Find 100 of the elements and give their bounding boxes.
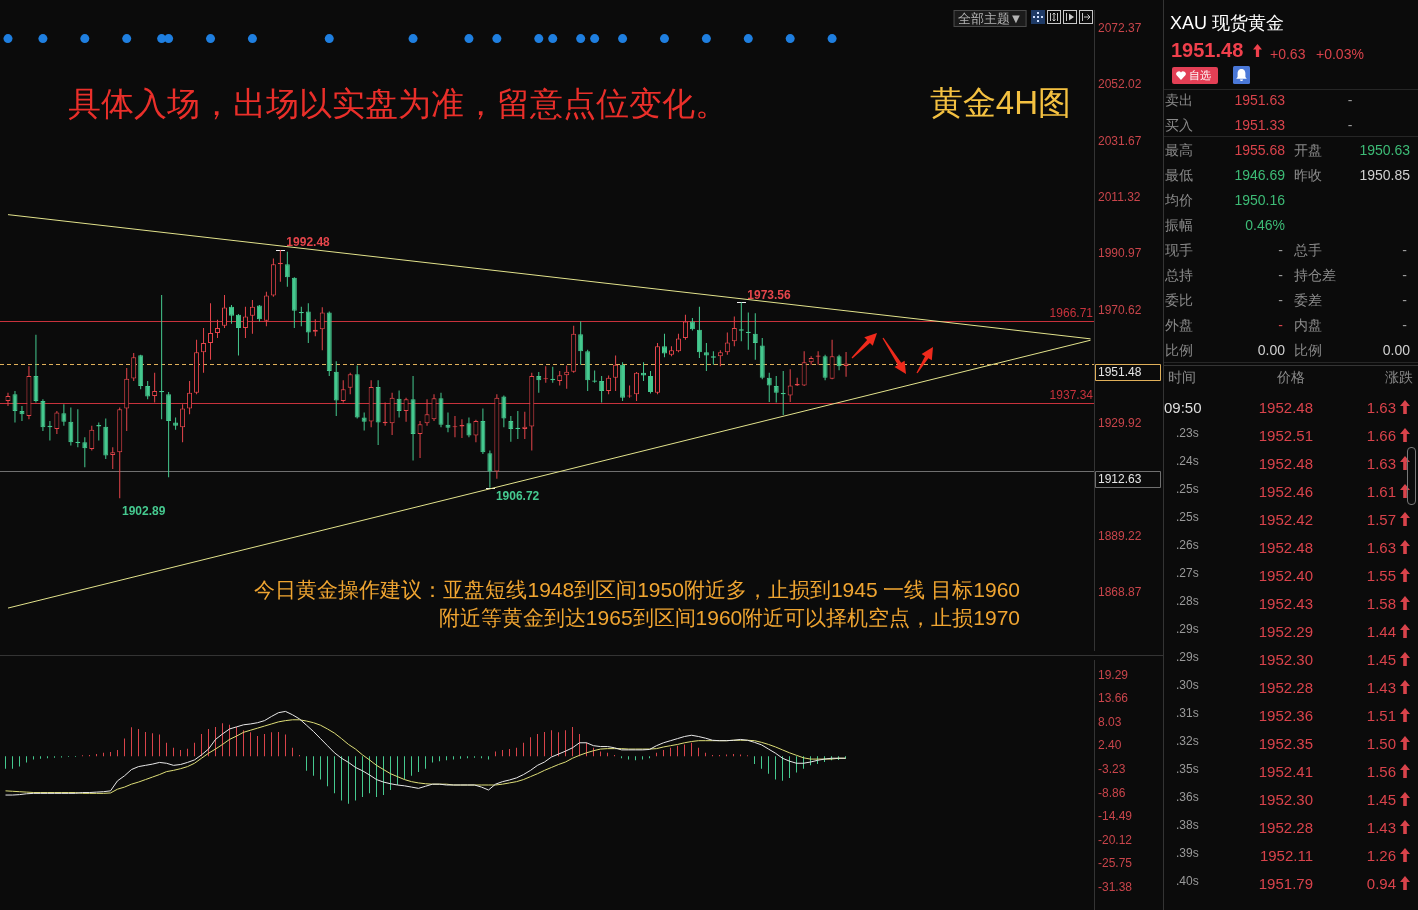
text: - — [1347, 91, 1353, 109]
text: 持仓差 — [1294, 266, 1336, 284]
y-tick-label: 19.29 — [1098, 667, 1129, 682]
data-label: 1952.41 — [1258, 761, 1313, 781]
category-label: .30s — [1176, 677, 1199, 693]
annotation: 1992.48 — [286, 235, 331, 250]
text: - — [1402, 291, 1407, 309]
y-tick-label: 1868.87 — [1098, 584, 1142, 599]
data-label: 1952.28 — [1258, 817, 1313, 837]
text: 比例 — [1294, 341, 1322, 359]
data-label: 1952.11 — [1259, 845, 1313, 865]
text: - — [1347, 116, 1353, 134]
annotation: 1973.56 — [747, 287, 792, 302]
text: 总手 — [1294, 241, 1322, 259]
text: 委比 — [1165, 291, 1193, 309]
text: 现手 — [1165, 241, 1193, 259]
text: 1950.16 — [1234, 191, 1285, 209]
category-label: 09:50 — [1164, 397, 1202, 417]
y-tick-label: 8.03 — [1098, 714, 1122, 729]
text: 1951.33 — [1234, 116, 1285, 134]
data-label: 1.50 — [1366, 733, 1396, 753]
annotation: 1906.72 — [495, 489, 540, 503]
text: 均价 — [1165, 191, 1193, 209]
category-label: .36s — [1176, 789, 1199, 805]
y-tick-label: -20.12 — [1098, 832, 1133, 847]
text: 委差 — [1294, 291, 1322, 309]
text: 最低 — [1165, 166, 1193, 184]
data-label: 1.63 — [1366, 453, 1396, 473]
data-label: 1.56 — [1366, 761, 1396, 781]
data-label: 1.43 — [1366, 677, 1396, 697]
text: 比例 — [1165, 341, 1193, 359]
category-label: .31s — [1176, 705, 1199, 721]
data-label: 1.58 — [1366, 593, 1396, 613]
text: 时间 — [1168, 368, 1196, 386]
text: - — [1278, 291, 1283, 309]
category-label: .32s — [1176, 733, 1199, 749]
data-label: 1.57 — [1366, 509, 1396, 529]
data-label: 1.26 — [1366, 845, 1396, 865]
category-label: .28s — [1176, 593, 1199, 609]
text: 1955.68 — [1234, 141, 1285, 159]
y-tick-label: 1990.97 — [1098, 246, 1142, 261]
text: 卖出 — [1165, 91, 1193, 109]
ref-line-label: 1951.48 — [1098, 365, 1142, 380]
data-label: 1952.48 — [1258, 537, 1313, 557]
y-tick-label: -14.49 — [1098, 809, 1133, 824]
data-label: 1952.48 — [1258, 453, 1313, 473]
y-tick-label: 1889.22 — [1098, 528, 1142, 543]
data-label: 1952.48 — [1258, 397, 1313, 417]
data-label: 1951.79 — [1258, 873, 1313, 893]
data-label: 1952.36 — [1258, 705, 1313, 725]
text: 振幅 — [1165, 216, 1193, 234]
text: - — [1402, 316, 1407, 334]
category-label: .23s — [1176, 425, 1199, 441]
text: 内盘 — [1294, 316, 1322, 334]
text: 1951.48 — [1171, 37, 1244, 63]
text: 1950.63 — [1359, 141, 1410, 159]
data-label: 1.45 — [1366, 789, 1396, 809]
text: 昨收 — [1294, 166, 1322, 184]
text: XAU 现货黄金 — [1170, 11, 1285, 35]
category-label: .27s — [1176, 565, 1199, 581]
ref-line-label: 1966.71 — [1049, 306, 1094, 321]
data-label: 1.61 — [1366, 481, 1396, 501]
data-label: 1.43 — [1366, 817, 1396, 837]
text: 开盘 — [1294, 141, 1322, 159]
annotation: 具体入场，出场以实盘为准，留意点位变化。 — [68, 83, 728, 124]
category-label: .40s — [1176, 873, 1199, 889]
annotation: 今日黄金操作建议：亚盘短线1948到区间1950附近多，止损到1945 一线 目标1960 附近等黄金到达1965到区间1960附近可以择机空点，止损1970 — [254, 577, 1020, 631]
data-label: 1.63 — [1366, 537, 1396, 557]
ref-line-label: 1937.34 — [1049, 388, 1094, 403]
y-tick-label: 2031.67 — [1098, 133, 1142, 148]
data-label: 1.45 — [1366, 649, 1396, 669]
text: 0.00 — [1382, 341, 1410, 359]
text: +0.03% — [1316, 45, 1364, 63]
y-tick-label: 2011.32 — [1098, 189, 1141, 204]
data-label: 1.66 — [1366, 425, 1396, 445]
data-label: 1952.35 — [1258, 733, 1313, 753]
text: 总持 — [1165, 266, 1193, 284]
category-label: .24s — [1176, 453, 1199, 469]
annotation: 全部主题▼ — [953, 9, 1027, 27]
text: +0.63 — [1270, 45, 1306, 63]
data-label: 1.44 — [1366, 621, 1396, 641]
y-tick-label: 1929.92 — [1098, 415, 1142, 430]
text: - — [1402, 241, 1407, 259]
data-label: 1.51 — [1366, 705, 1396, 725]
data-label: 1952.28 — [1258, 677, 1313, 697]
data-label: 0.94 — [1366, 873, 1396, 893]
text: 1951.63 — [1234, 91, 1285, 109]
y-tick-label: 2.40 — [1098, 738, 1122, 753]
text: 1946.69 — [1234, 166, 1285, 184]
category-label: .29s — [1176, 621, 1199, 637]
text: - — [1278, 241, 1283, 259]
annotation: 1902.89 — [122, 503, 166, 519]
y-tick-label: 13.66 — [1098, 691, 1129, 706]
ref-line-label: 1912.63 — [1098, 472, 1142, 487]
text: - — [1278, 316, 1283, 334]
y-tick-label: -3.23 — [1098, 761, 1126, 776]
data-label: 1952.40 — [1258, 565, 1313, 585]
y-tick-label: 2052.02 — [1098, 77, 1142, 92]
data-label: 1952.42 — [1258, 509, 1313, 529]
data-label: 1952.43 — [1258, 593, 1313, 613]
